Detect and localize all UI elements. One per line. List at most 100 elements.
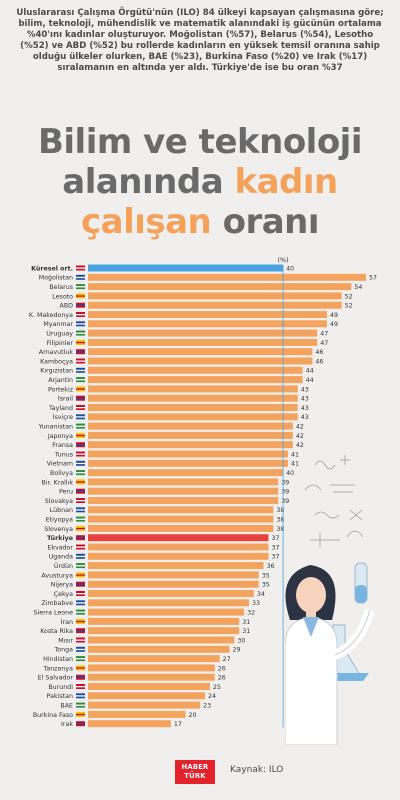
value-label: 29: [232, 647, 240, 654]
flag-icon-stripe: [76, 453, 85, 455]
bar: [88, 645, 230, 653]
page-title: Bilim ve teknoloji alanında kadın çalışa…: [0, 122, 400, 242]
flag-icon-stripe: [76, 555, 85, 558]
flag-icon-stripe: [76, 537, 85, 539]
bar: [88, 664, 215, 672]
title-line-2b: kadın: [234, 162, 338, 202]
value-label: 46: [315, 358, 323, 365]
flag-icon-stripe: [76, 472, 85, 474]
intro-text: Uluslararası Çalışma Örgütü'nün (ILO) 84…: [16, 8, 384, 74]
value-label: 54: [354, 284, 362, 291]
bar: [88, 655, 220, 663]
value-label: 20: [189, 712, 197, 719]
value-label: 42: [296, 442, 304, 449]
bar: [88, 329, 318, 337]
flag-icon-stripe: [76, 434, 85, 437]
bar: [88, 478, 279, 486]
category-label: Hindistan: [43, 656, 73, 663]
haberturk-logo: HABER TÜRK: [175, 760, 215, 784]
category-label: Arjantin: [48, 377, 73, 384]
flag-icon-stripe: [76, 518, 85, 520]
category-label: İsviçre: [53, 412, 74, 421]
flag-icon-stripe: [76, 407, 85, 409]
value-label: 49: [330, 321, 338, 328]
category-label: Kosta Rika: [40, 628, 73, 635]
category-label: Pakistan: [47, 693, 73, 700]
value-label: 49: [330, 312, 338, 319]
scientist-illustration: [285, 455, 375, 745]
value-label: 33: [252, 600, 260, 607]
bar: [88, 459, 288, 467]
source-label: Kaynak: ILO: [230, 765, 284, 775]
flag-icon-stripe: [76, 565, 85, 567]
category-label: Fransa: [52, 442, 73, 449]
category-label: Lesoto: [52, 293, 73, 300]
category-label: Lübnan: [50, 507, 73, 514]
bar: [88, 376, 303, 384]
bar: [88, 636, 235, 644]
bar: [88, 487, 279, 495]
value-label: 43: [301, 414, 309, 421]
bar: [88, 701, 201, 709]
bar: [88, 497, 279, 504]
category-label: Japonya: [47, 433, 73, 440]
bar: [88, 469, 284, 477]
value-label: 24: [208, 693, 216, 700]
bar: [88, 413, 298, 421]
value-label: 39: [281, 489, 289, 496]
value-label: 43: [301, 405, 309, 412]
value-label: 36: [267, 563, 275, 570]
value-label: 41: [291, 461, 299, 468]
bar: [88, 366, 303, 374]
flag-icon-stripe: [76, 481, 85, 483]
category-label: Türkiye: [47, 535, 73, 542]
category-label: Etiyopya: [46, 517, 73, 524]
bar: [88, 431, 293, 439]
flag-icon-stripe: [76, 546, 85, 548]
flag-icon-stripe: [76, 351, 85, 353]
flag-icon-stripe: [76, 509, 85, 511]
category-label: İran: [61, 617, 73, 626]
bar: [88, 283, 352, 291]
value-label: 17: [174, 721, 182, 728]
bar: [88, 348, 313, 356]
bar: [88, 590, 254, 597]
category-label: Vietnam: [47, 461, 73, 468]
value-label: 39: [281, 479, 289, 486]
flag-icon-stripe: [76, 379, 85, 381]
flag-icon-stripe: [76, 286, 85, 288]
bar: [88, 404, 298, 411]
bar: [88, 273, 366, 281]
value-label: 46: [315, 349, 323, 356]
flag-icon-stripe: [76, 267, 85, 269]
category-label: Tanzanya: [43, 665, 74, 672]
flag-icon-stripe: [76, 704, 85, 706]
category-label: ABD: [60, 303, 74, 310]
value-label: 31: [242, 628, 250, 635]
category-label: Tonga: [54, 647, 74, 654]
flag-icon-stripe: [76, 593, 85, 595]
logo-line-2: TÜRK: [184, 772, 206, 780]
flag-icon-stripe: [76, 676, 85, 678]
value-label: 37: [271, 554, 279, 561]
flag-icon-stripe: [76, 667, 85, 669]
unit-label: (%): [277, 256, 288, 264]
flag-icon-stripe: [76, 658, 85, 660]
flag-icon-stripe: [76, 648, 85, 651]
bar: [88, 552, 269, 560]
value-label: 23: [203, 703, 211, 710]
category-label: İsrail: [58, 394, 73, 403]
bar: [88, 534, 269, 542]
category-label: Tayland: [48, 405, 73, 412]
bar: [88, 720, 171, 728]
value-label: 38: [276, 507, 284, 514]
value-label: 27: [223, 656, 231, 663]
flag-icon-stripe: [76, 304, 85, 306]
title-line-2a: alanında: [62, 162, 235, 202]
bar: [88, 506, 274, 514]
category-label: Ekvador: [47, 544, 73, 551]
bar: [88, 562, 264, 570]
category-label: Burkina Faso: [33, 712, 73, 719]
bar: [88, 385, 298, 393]
flag-icon-stripe: [76, 341, 85, 344]
